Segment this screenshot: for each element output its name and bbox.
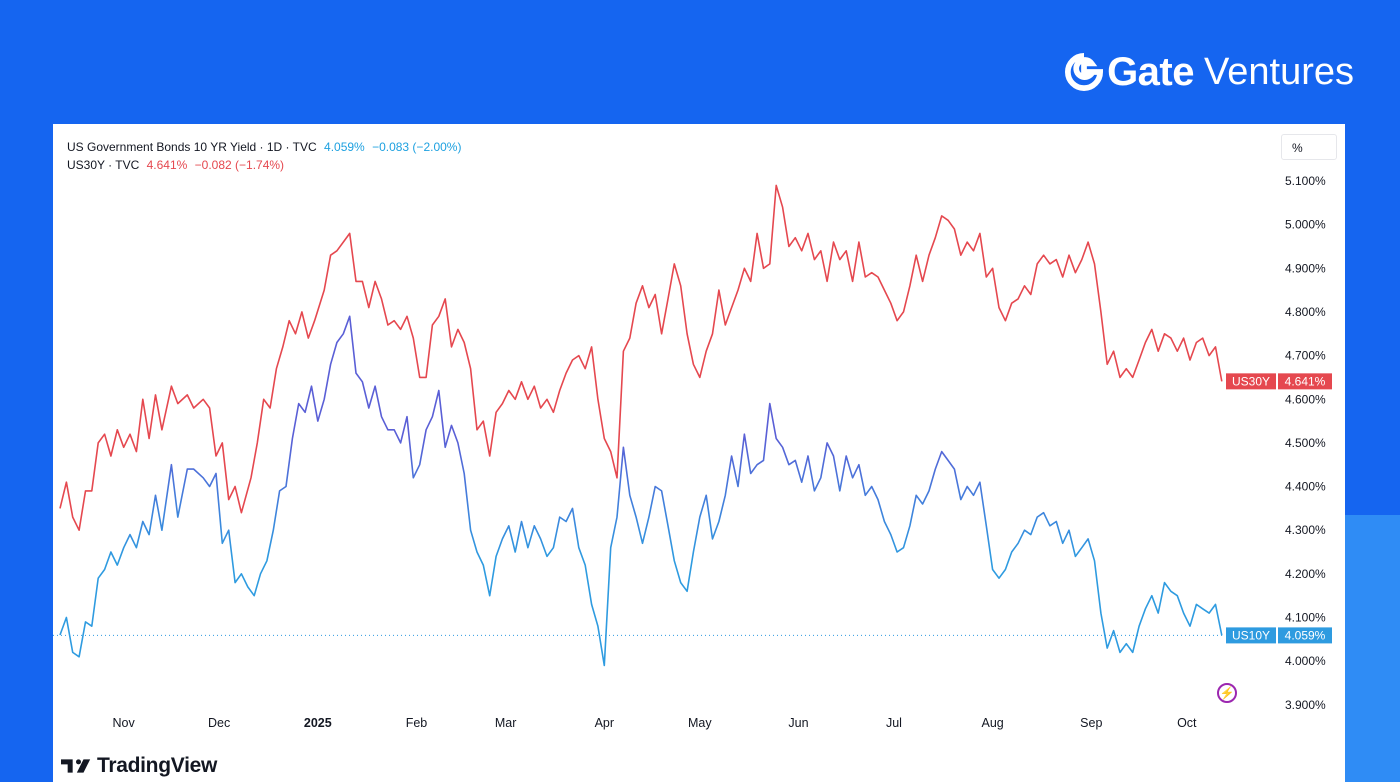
y-tick-label: 3.900%	[1285, 698, 1326, 712]
us30y-name-tag-label: US30Y	[1232, 374, 1270, 388]
legend-us10y-value: 4.059%	[324, 140, 365, 154]
brand-logo: Gate Ventures	[1065, 52, 1354, 92]
y-tick-label: 4.800%	[1285, 305, 1326, 319]
unit-toggle-button[interactable]: %	[1281, 134, 1337, 160]
x-tick-label: Aug	[982, 716, 1004, 730]
brand-gate-text: Gate	[1107, 50, 1194, 94]
x-tick-label: 2025	[304, 716, 332, 730]
x-tick-label: Nov	[113, 716, 136, 730]
legend-row-us10y[interactable]: US Government Bonds 10 YR Yield · 1D · T…	[67, 138, 465, 156]
y-tick-label: 4.900%	[1285, 261, 1326, 275]
x-tick-label: May	[688, 716, 712, 730]
us10y-value-tag-label: 4.059%	[1285, 628, 1326, 642]
x-tick-label: Jun	[788, 716, 808, 730]
x-tick-label: Dec	[208, 716, 230, 730]
legend-us30y-change: −0.082 (−1.74%)	[194, 158, 285, 172]
chart-legend: US Government Bonds 10 YR Yield · 1D · T…	[67, 138, 465, 174]
y-tick-label: 4.200%	[1285, 567, 1326, 581]
us30y-value-tag	[1278, 373, 1332, 390]
x-tick-label: Apr	[595, 716, 614, 730]
legend-us10y-name: US Government Bonds 10 YR Yield · 1D · T…	[67, 140, 317, 154]
y-tick-label: 4.500%	[1285, 436, 1326, 450]
legend-row-us30y[interactable]: US30Y · TVC 4.641% −0.082 (−1.74%)	[67, 156, 465, 174]
gate-logo-icon	[1065, 53, 1104, 91]
lightning-icon[interactable]: ⚡	[1217, 683, 1237, 703]
us10y-name-tag	[1226, 627, 1276, 644]
us30y-line	[59, 184, 1223, 532]
x-tick-label: Sep	[1080, 716, 1102, 730]
us30y-value-tag-label: 4.641%	[1285, 374, 1326, 388]
legend-us10y-change: −0.083 (−2.00%)	[372, 140, 462, 154]
us10y-value-tag	[1278, 627, 1332, 644]
yield-chart[interactable]: 5.100% 5.000% 4.900% 4.800% 4.700% 4.600% 4.50…	[53, 124, 1345, 734]
y-tick-label: 5.000%	[1285, 218, 1326, 232]
us30y-name-tag	[1226, 373, 1276, 390]
us10y-line	[59, 315, 1223, 667]
y-tick-label: 4.400%	[1285, 480, 1326, 494]
legend-us30y-value: 4.641%	[146, 158, 188, 172]
y-tick-label: 4.000%	[1285, 654, 1326, 668]
us10y-name-tag-label: US10Y	[1232, 628, 1270, 642]
x-tick-label: Feb	[406, 716, 428, 730]
background-accent	[1340, 515, 1400, 782]
legend-us30y-name: US30Y · TVC	[67, 158, 140, 172]
y-tick-label: 4.300%	[1285, 523, 1326, 537]
y-tick-label: 5.100%	[1285, 174, 1326, 188]
y-tick-label: 4.600%	[1285, 392, 1326, 406]
y-tick-label: 4.700%	[1285, 349, 1326, 363]
tradingview-text: TradingView	[97, 754, 218, 777]
y-tick-label: 4.100%	[1285, 611, 1326, 625]
chart-panel: 5.100% 5.000% 4.900% 4.800% 4.700% 4.600% 4.50…	[53, 124, 1345, 782]
x-tick-label: Oct	[1177, 716, 1197, 730]
x-tick-label: Jul	[886, 716, 902, 730]
x-tick-label: Mar	[495, 716, 517, 730]
brand-ventures-text: Ventures	[1204, 51, 1354, 93]
tradingview-icon	[61, 759, 91, 773]
tradingview-logo[interactable]: TradingView	[61, 754, 217, 778]
